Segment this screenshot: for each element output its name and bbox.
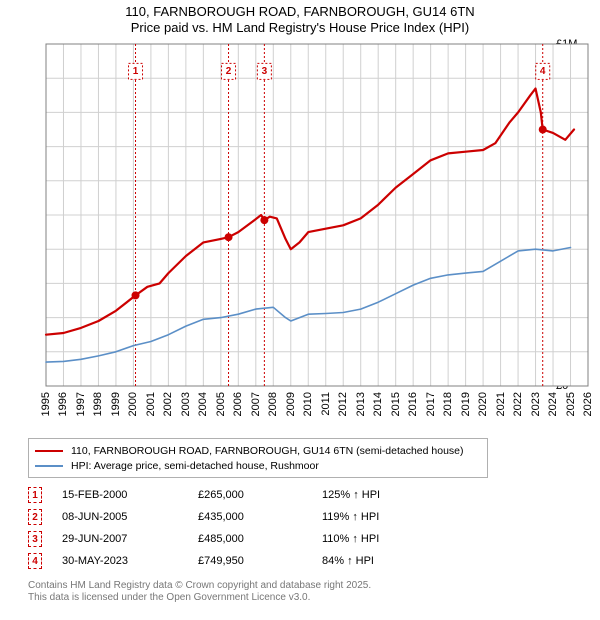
- x-tick-label: 2002: [162, 392, 174, 416]
- marker-pct: 119% ↑ HPI: [322, 511, 442, 523]
- marker-badge: 1: [28, 487, 42, 503]
- x-tick-label: 2006: [232, 392, 244, 416]
- x-tick-label: 2010: [302, 392, 314, 416]
- marker-row: 2 08-JUN-2005£435,000119% ↑ HPI: [28, 506, 442, 528]
- x-tick-label: 2016: [407, 392, 419, 416]
- marker-badge: 4: [28, 553, 42, 569]
- marker-price: £749,950: [198, 555, 322, 567]
- x-tick-label: 2026: [582, 392, 594, 416]
- x-tick-label: 2018: [442, 392, 454, 416]
- x-tick-label: 2025: [565, 392, 577, 416]
- marker-row: 3 29-JUN-2007£485,000110% ↑ HPI: [28, 528, 442, 550]
- legend-row: 110, FARNBOROUGH ROAD, FARNBOROUGH, GU14…: [35, 443, 481, 458]
- x-tick-label: 2008: [267, 392, 279, 416]
- svg-text:3: 3: [262, 66, 268, 77]
- marker-pct: 125% ↑ HPI: [322, 489, 442, 501]
- attribution-block: Contains HM Land Registry data © Crown c…: [28, 580, 371, 604]
- attribution-line-1: Contains HM Land Registry data © Crown c…: [28, 580, 371, 592]
- x-tick-label: 2023: [530, 392, 542, 416]
- x-tick-label: 2015: [390, 392, 402, 416]
- x-tick-label: 2005: [215, 392, 227, 416]
- marker-table: 1 15-FEB-2000£265,000125% ↑ HPI 2 08-JUN-20…: [28, 484, 442, 572]
- x-tick-label: 2007: [250, 392, 262, 416]
- legend-box: 110, FARNBOROUGH ROAD, FARNBOROUGH, GU14…: [28, 438, 488, 478]
- x-tick-label: 1996: [57, 392, 69, 416]
- x-tick-label: 2012: [337, 392, 349, 416]
- x-tick-label: 2013: [355, 392, 367, 416]
- x-tick-label: 2022: [512, 392, 524, 416]
- svg-text:4: 4: [540, 66, 546, 77]
- marker-row: 1 15-FEB-2000£265,000125% ↑ HPI: [28, 484, 442, 506]
- svg-text:1: 1: [133, 66, 139, 77]
- svg-text:2: 2: [226, 66, 232, 77]
- marker-date: 08-JUN-2005: [62, 511, 198, 523]
- x-tick-label: 2000: [127, 392, 139, 416]
- x-tick-label: 2014: [372, 392, 384, 416]
- x-tick-label: 2019: [460, 392, 472, 416]
- legend-label: HPI: Average price, semi-detached house,…: [71, 460, 319, 472]
- marker-date: 15-FEB-2000: [62, 489, 198, 501]
- marker-badge: 2: [28, 509, 42, 525]
- marker-date: 30-MAY-2023: [62, 555, 198, 567]
- x-tick-label: 2024: [547, 392, 559, 416]
- marker-price: £265,000: [198, 489, 322, 501]
- marker-row: 4 30-MAY-2023£749,95084% ↑ HPI: [28, 550, 442, 572]
- marker-pct: 110% ↑ HPI: [322, 533, 442, 545]
- x-tick-label: 1999: [110, 392, 122, 416]
- chart-svg: 1 2 3 4: [0, 0, 600, 390]
- x-tick-label: 2011: [320, 392, 332, 416]
- x-tick-label: 2021: [495, 392, 507, 416]
- marker-pct: 84% ↑ HPI: [322, 555, 442, 567]
- attribution-line-2: This data is licensed under the Open Gov…: [28, 592, 371, 604]
- x-tick-label: 2017: [425, 392, 437, 416]
- x-tick-label: 2009: [285, 392, 297, 416]
- x-tick-label: 2003: [180, 392, 192, 416]
- marker-price: £485,000: [198, 533, 322, 545]
- marker-badge: 3: [28, 531, 42, 547]
- legend-row: HPI: Average price, semi-detached house,…: [35, 458, 481, 473]
- x-tick-label: 2004: [197, 392, 209, 416]
- chart-container: 110, FARNBOROUGH ROAD, FARNBOROUGH, GU14…: [0, 0, 600, 620]
- x-tick-label: 2001: [145, 392, 157, 416]
- legend-swatch: [35, 465, 63, 467]
- marker-date: 29-JUN-2007: [62, 533, 198, 545]
- legend-label: 110, FARNBOROUGH ROAD, FARNBOROUGH, GU14…: [71, 445, 464, 457]
- x-tick-label: 2020: [477, 392, 489, 416]
- x-tick-label: 1995: [40, 392, 52, 416]
- legend-swatch: [35, 450, 63, 452]
- x-tick-label: 1998: [92, 392, 104, 416]
- x-tick-label: 1997: [75, 392, 87, 416]
- marker-price: £435,000: [198, 511, 322, 523]
